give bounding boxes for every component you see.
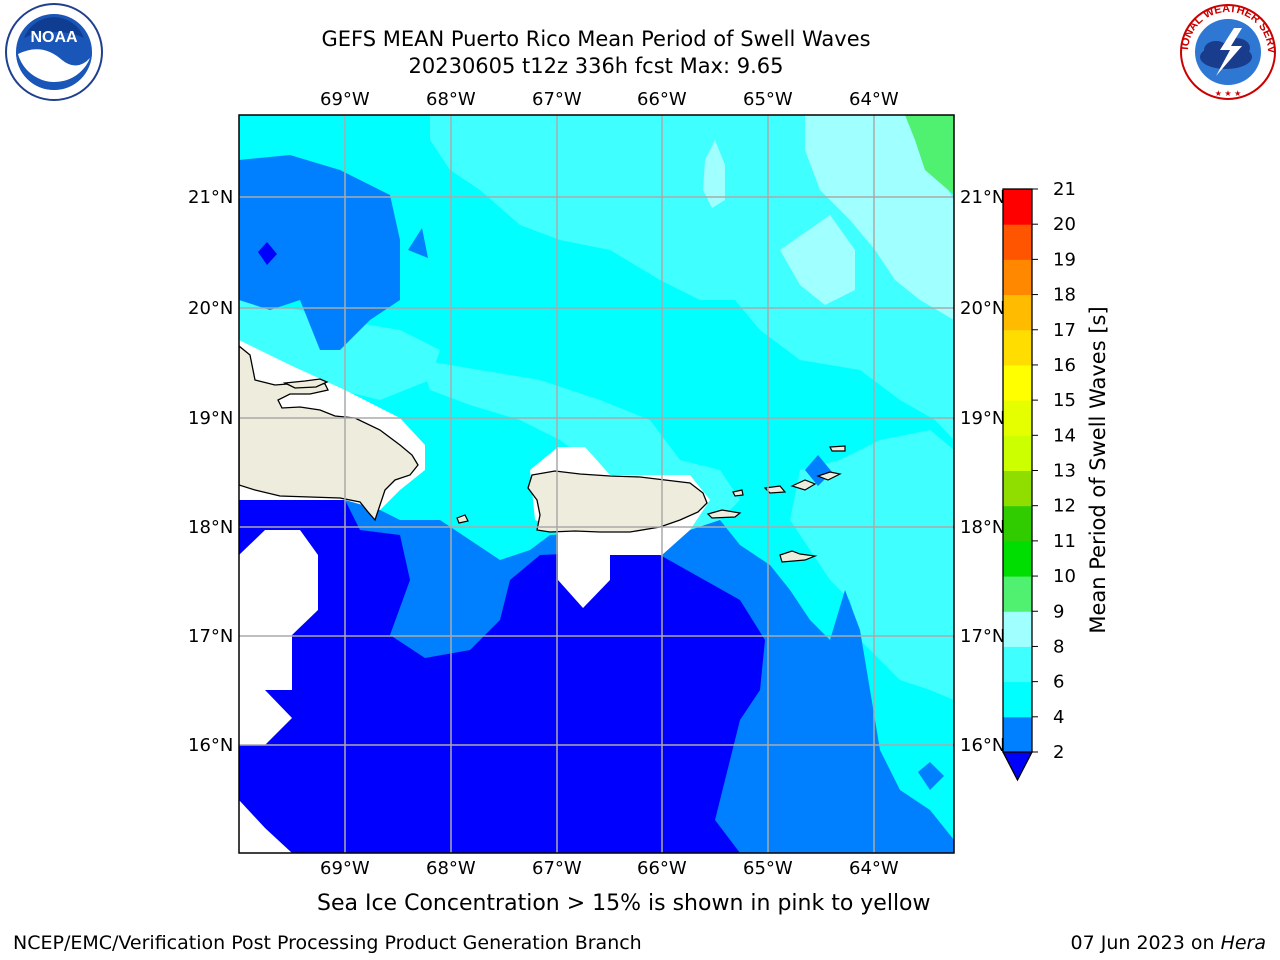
colorbar-tick-label: 12	[1053, 496, 1076, 517]
footer-date: 07 Jun 2023 on Hera	[1071, 932, 1266, 954]
land-virgin-islands	[790, 479, 817, 491]
map-border	[238, 114, 955, 854]
colorbar-tick-label: 19	[1053, 249, 1076, 270]
lat-label-right: 21°N	[960, 186, 1006, 208]
colorbar-segment	[1003, 400, 1032, 436]
lon-label-top: 67°W	[532, 88, 582, 110]
lon-label-bottom: 69°W	[320, 857, 370, 879]
colorbar-tick-label: 10	[1053, 566, 1076, 587]
lon-label-top: 66°W	[637, 88, 687, 110]
land-mona	[456, 514, 469, 524]
colorbar-segment	[1003, 329, 1032, 366]
colorbar-segment	[1003, 540, 1032, 577]
colorbar-segment	[1003, 224, 1032, 260]
colorbar-tick-label: 21	[1053, 179, 1076, 200]
colorbar-tick-label: 9	[1053, 601, 1064, 622]
contour-6-8	[790, 430, 954, 700]
colorbar-segment	[1003, 470, 1032, 507]
colorbar-tick-label: 17	[1053, 320, 1076, 341]
colorbar-tick-label: 11	[1053, 531, 1076, 552]
no-data-area	[239, 530, 318, 745]
colorbar-segment	[1003, 505, 1032, 542]
lat-label-right: 16°N	[960, 734, 1006, 756]
lat-label-right: 17°N	[960, 625, 1006, 647]
lon-label-bottom: 66°W	[637, 857, 687, 879]
colorbar-segment	[1003, 611, 1032, 647]
chart-title: GEFS MEAN Puerto Rico Mean Period of Swe…	[321, 27, 871, 51]
contour-8-9	[780, 215, 855, 305]
colorbar-tick-label: 16	[1053, 355, 1076, 376]
noaa-logo-text: NOAA	[30, 29, 78, 46]
colorbar-tick-label: 8	[1053, 636, 1064, 657]
lat-label-left: 17°N	[188, 625, 234, 647]
lon-label-bottom: 67°W	[532, 857, 582, 879]
land-tortuga	[282, 378, 329, 389]
lat-label-right: 18°N	[960, 516, 1006, 538]
chart-subtitle: 20230605 t12z 336h fcst Max: 9.65	[408, 54, 784, 78]
colorbar-segment	[1003, 716, 1032, 753]
colorbar-segment	[1003, 435, 1032, 471]
contour-2-4	[239, 155, 400, 350]
map-frame	[239, 115, 954, 853]
lat-label-left: 18°N	[188, 516, 234, 538]
colorbar-segment	[1003, 576, 1032, 612]
gridlines	[239, 115, 954, 853]
nws-logo: NATIONAL WEATHER SERVICE ★ ★ ★	[1176, 2, 1277, 100]
contour-under-2	[239, 500, 765, 853]
colorbar-tick-label: 18	[1053, 285, 1076, 306]
lon-label-top: 69°W	[320, 88, 370, 110]
colorbar-tick-label: 15	[1053, 390, 1076, 411]
colorbar-under-triangle	[1001, 751, 1034, 782]
land-st-croix	[779, 550, 818, 563]
lat-label-left: 21°N	[188, 186, 234, 208]
sea-ice-caption: Sea Ice Concentration > 15% is shown in …	[317, 891, 931, 916]
svg-text:★ ★ ★: ★ ★ ★	[1215, 89, 1242, 98]
colorbar: 2 4 6 8 9 10 11 12 13 14 15 16 17 18 19 20 21	[1001, 179, 1076, 782]
lat-label-left: 20°N	[188, 297, 234, 319]
no-data-area	[239, 800, 292, 853]
colorbar-segment	[1003, 189, 1032, 225]
lon-label-bottom: 68°W	[426, 857, 476, 879]
lon-label-top: 65°W	[743, 88, 793, 110]
footer-credit: NCEP/EMC/Verification Post Processing Pr…	[13, 932, 642, 954]
colorbar-tick-label: 14	[1053, 425, 1076, 446]
colorbar-tick-label: 20	[1053, 214, 1076, 235]
land-anegada	[829, 445, 846, 452]
colorbar-tick-label: 2	[1053, 742, 1064, 763]
lon-label-bottom: 65°W	[743, 857, 793, 879]
colorbar-tick-label: 6	[1053, 672, 1064, 693]
footer-host: Hera	[1220, 932, 1266, 954]
colorbar-label: Mean Period of Swell Waves [s]	[1086, 306, 1110, 634]
colorbar-tick-label: 13	[1053, 461, 1076, 482]
colorbar-segment	[1003, 259, 1032, 296]
footer-date-text: 07 Jun 2023 on	[1070, 932, 1221, 954]
contour-2-4	[918, 762, 944, 790]
contour-9-10	[905, 115, 954, 195]
colorbar-tick-label: 4	[1053, 707, 1064, 728]
land-culebra	[732, 489, 744, 497]
colorbar-segment	[1003, 364, 1032, 401]
contour-under-2	[258, 242, 277, 265]
contour-8-9	[703, 140, 725, 208]
lon-label-top: 68°W	[426, 88, 476, 110]
colorbar-segment	[1003, 294, 1032, 331]
lat-label-left: 16°N	[188, 734, 234, 756]
contour-8-9	[805, 115, 954, 320]
colorbar-segment	[1003, 646, 1032, 683]
lat-label-right: 19°N	[960, 407, 1006, 429]
noaa-logo: NOAA	[5, 3, 103, 101]
lat-label-left: 19°N	[188, 407, 234, 429]
contour-2-4	[408, 228, 428, 258]
lat-label-right: 20°N	[960, 297, 1006, 319]
land-vieques	[706, 509, 742, 519]
land-virgin-islands	[816, 471, 842, 481]
lon-label-bottom: 64°W	[849, 857, 899, 879]
lon-label-top: 64°W	[849, 88, 899, 110]
colorbar-segment	[1003, 681, 1032, 718]
